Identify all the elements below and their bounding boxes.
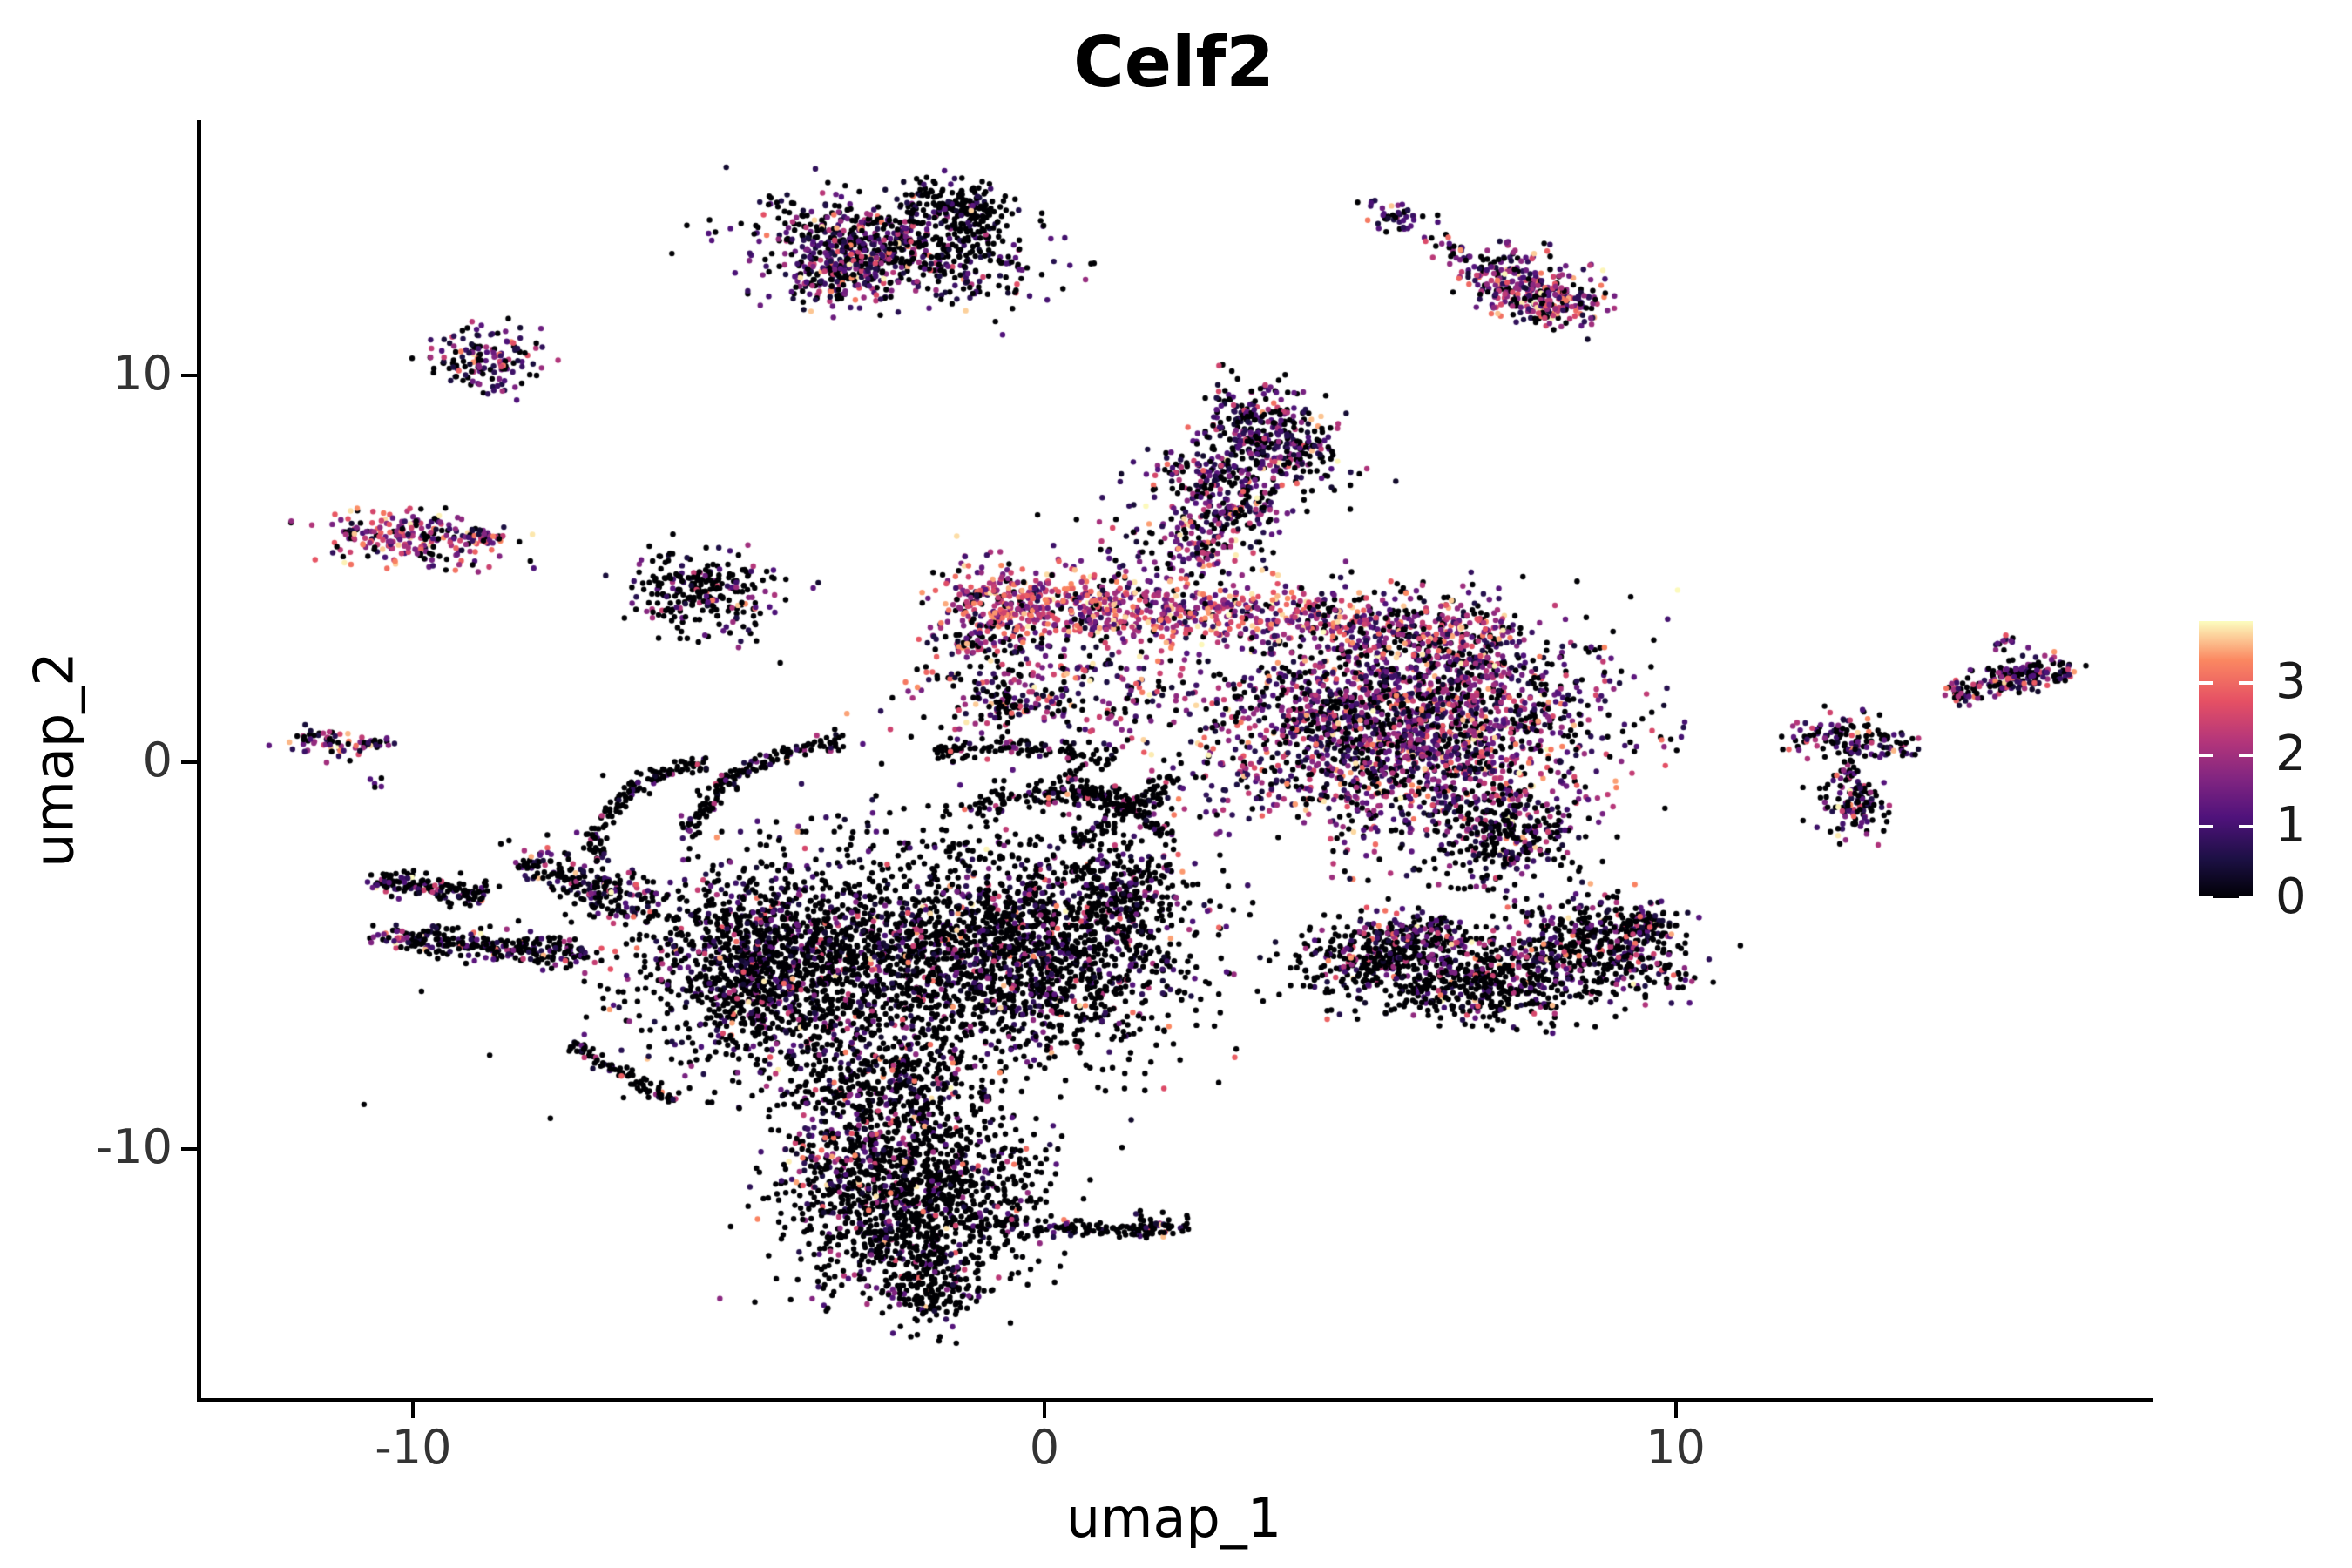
colorbar-tick-mark <box>2239 896 2253 900</box>
colorbar-tick-mark <box>2199 896 2213 900</box>
colorbar-tick-label: 0 <box>2275 868 2307 925</box>
y-tick-label: 10 <box>112 345 172 401</box>
plot-title: Celf2 <box>1073 22 1274 103</box>
y-axis-line <box>197 120 201 1402</box>
colorbar-tick-mark <box>2199 753 2213 757</box>
y-tick-label: 0 <box>142 732 172 787</box>
y-tick-label: -10 <box>95 1119 172 1174</box>
y-tick-mark <box>181 373 197 377</box>
y-tick-mark <box>181 760 197 764</box>
colorbar-tick-label: 2 <box>2275 725 2307 782</box>
x-tick-label: -10 <box>375 1420 452 1475</box>
x-tick-mark <box>1042 1402 1046 1418</box>
x-tick-label: 0 <box>1029 1420 1060 1475</box>
colorbar-tick-mark <box>2239 824 2253 828</box>
y-axis-title: umap_2 <box>22 652 86 868</box>
y-tick-mark <box>181 1146 197 1151</box>
colorbar-gradient <box>2199 621 2253 898</box>
x-tick-label: 10 <box>1646 1420 1706 1475</box>
x-axis-title: umap_1 <box>1065 1486 1282 1550</box>
colorbar-tick-mark <box>2199 681 2213 686</box>
colorbar-tick-mark <box>2239 681 2253 686</box>
colorbar <box>2199 621 2253 900</box>
x-tick-mark <box>1673 1402 1678 1418</box>
colorbar-tick-label: 1 <box>2275 796 2307 854</box>
x-axis-line <box>197 1398 2153 1402</box>
colorbar-tick-label: 3 <box>2275 653 2307 711</box>
colorbar-tick-mark <box>2239 753 2253 757</box>
x-tick-mark <box>411 1402 416 1418</box>
colorbar-tick-mark <box>2199 824 2213 828</box>
